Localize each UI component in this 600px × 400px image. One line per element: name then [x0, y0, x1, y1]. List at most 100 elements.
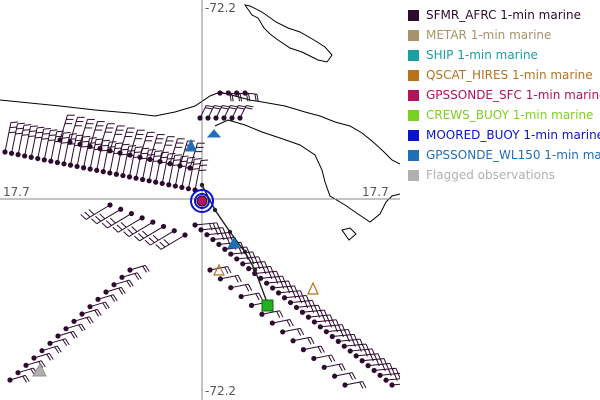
wind-barb — [40, 360, 46, 368]
sfmr-observation-southeast — [389, 382, 400, 388]
wind-barb — [120, 287, 126, 294]
qscat-triangle-2[interactable] — [213, 263, 225, 276]
crews-buoy-marker[interactable] — [261, 299, 274, 312]
wind-barb — [121, 148, 129, 151]
gpssonde-wl150-triangle-1[interactable] — [185, 138, 197, 152]
observation-dot — [234, 256, 240, 262]
wind-barb — [359, 381, 364, 389]
observation-dot — [160, 223, 167, 230]
wind-barb — [80, 323, 86, 331]
gpssonde-wl150-triangle-2[interactable] — [206, 129, 222, 138]
flagged-observation-marker[interactable] — [32, 362, 47, 377]
legend-label: GPSSONDE_WL150 1-min marine — [426, 148, 600, 162]
wind-barb — [200, 159, 209, 162]
sfmr-observation-southeast — [264, 280, 292, 289]
observation-dot — [287, 299, 294, 306]
wind-barb — [135, 146, 143, 148]
wind-barb — [152, 234, 159, 241]
wind-barb — [28, 135, 36, 138]
legend-item[interactable]: GPSSONDE_SFC 1-min marine — [408, 85, 600, 105]
wind-barb — [63, 131, 71, 134]
wind-barb — [168, 152, 176, 155]
wind-staff — [43, 130, 51, 160]
wind-barb — [82, 135, 91, 138]
wind-barb — [70, 331, 76, 339]
legend-item[interactable]: CREWS_BUOY 1-min marine — [408, 105, 600, 125]
observation-dot — [63, 326, 69, 332]
wind-barb — [136, 272, 142, 280]
legend-item[interactable]: MOORED_BUOY 1-min marine — [408, 125, 600, 145]
map-canvas[interactable] — [0, 0, 400, 400]
sfmr-observation-southwest — [127, 264, 150, 273]
observation-dot — [192, 222, 198, 228]
wind-barb — [214, 104, 222, 108]
sfmr-observation-upper — [153, 151, 169, 185]
gpssonde-wl150-triangle-3[interactable] — [227, 237, 241, 249]
wind-barb — [144, 265, 150, 272]
wind-barb — [49, 134, 57, 136]
observation-dot — [225, 90, 231, 96]
sfmr-observation-upper — [54, 131, 71, 166]
observation-dot — [74, 163, 80, 170]
legend-item[interactable]: GPSSONDE_WL150 1-min marine — [408, 145, 600, 165]
observation-dot — [229, 115, 235, 121]
latitude-label-left: 17.7 — [3, 185, 30, 199]
observation-dot — [238, 293, 244, 300]
legend-item[interactable]: SHIP 1-min marine — [408, 45, 600, 65]
observation-dot — [2, 149, 8, 155]
observation-dot — [228, 251, 234, 257]
wind-barb — [167, 157, 175, 160]
observation-dot — [107, 148, 113, 154]
wind-staff — [161, 153, 169, 184]
wind-barb — [43, 128, 51, 130]
wind-staff — [150, 230, 175, 246]
wind-barb — [222, 104, 230, 108]
wind-barb — [100, 149, 108, 152]
wind-barb — [173, 159, 181, 161]
wind-barb — [48, 353, 54, 360]
observation-dot — [87, 143, 93, 150]
legend-item[interactable]: SFMR_AFRC 1-min marine — [408, 5, 600, 25]
wind-barb — [148, 237, 155, 244]
observation-dot — [120, 172, 126, 179]
wind-barb — [62, 339, 68, 346]
wind-staff — [4, 122, 12, 153]
observation-dot — [127, 152, 133, 158]
legend-item[interactable]: Flagged observations — [408, 165, 600, 185]
moored-buoy-ring-outer[interactable] — [190, 189, 214, 213]
observation-dot — [311, 355, 317, 362]
legend-swatch — [408, 29, 419, 41]
sfmr-observation-southeast-row2 — [207, 265, 232, 274]
wind-barb — [104, 301, 110, 309]
qscat-triangle-1[interactable] — [307, 281, 319, 295]
sfmr-observation-southeast-row2 — [269, 319, 294, 327]
wind-barb — [88, 209, 95, 215]
observation-dot — [61, 161, 67, 167]
observation-dot — [179, 184, 185, 190]
legend-item[interactable]: QSCAT_HIRES 1-min marine — [408, 65, 600, 85]
observation-dot — [157, 158, 163, 165]
wind-barb — [338, 364, 343, 372]
wind-staff — [179, 140, 188, 166]
wind-barb — [229, 107, 237, 110]
wind-barb — [78, 324, 84, 332]
sfmr-observation-southwest — [79, 308, 102, 317]
wind-barb — [255, 293, 260, 301]
observation-dot — [217, 276, 223, 282]
wind-barb — [118, 287, 124, 295]
observation-dot — [281, 295, 288, 301]
wind-barb — [160, 156, 168, 159]
observation-dot — [172, 183, 178, 189]
sfmr-observation-cluster — [221, 104, 238, 121]
observation-dot — [117, 150, 123, 156]
observation-dot — [15, 370, 21, 376]
wind-barb — [101, 222, 108, 229]
legend-item[interactable]: METAR 1-min marine — [408, 25, 600, 45]
observation-dot — [293, 304, 300, 311]
sfmr-observation-upper-row2 — [147, 133, 165, 162]
wind-barb — [23, 124, 32, 126]
observation-dot — [133, 175, 139, 181]
map-panel[interactable]: 17.7 17.7 -72.2 -72.2 — [0, 0, 400, 400]
wind-barb — [248, 94, 251, 102]
sfmr-observation-southeast — [192, 222, 221, 231]
